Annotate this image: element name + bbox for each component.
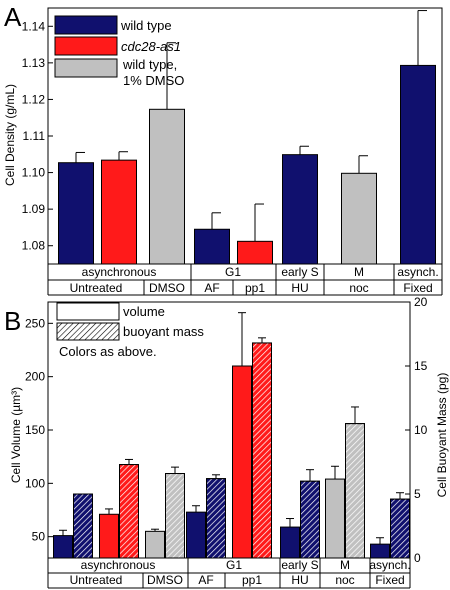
panel-a-legend: wild type cdc28-as1 wild type, 1% DMSO (54, 15, 184, 88)
legend-label-volume: volume (123, 304, 165, 319)
legend-swatch-volume (56, 302, 120, 321)
treatment-hu: HU (291, 573, 308, 587)
legend-note: Colors as above. (59, 344, 157, 359)
panel-b-letter: B (4, 306, 21, 336)
panel-a-bar (341, 172, 377, 265)
legend-label-dmso-line1: wild type, (122, 57, 177, 72)
panel-b-bars (53, 312, 410, 559)
panel-b-left-tick-label: 250 (25, 316, 45, 330)
panel-b-volume-bar (370, 543, 390, 559)
panel-b-mass-bar-hatch (119, 464, 139, 559)
treatment-af: AF (204, 281, 219, 295)
panel-b-mass-bar-hatch (206, 478, 226, 559)
legend-label-dmso-line2: 1% DMSO (123, 73, 184, 88)
panel-a: A Cell Density (g/mL) 1.081.091.101.111.… (3, 2, 443, 296)
legend-swatch-buoyant-mass (56, 322, 120, 341)
panel-a-bar (237, 240, 273, 265)
panel-a-ytick-label: 1.11 (23, 129, 46, 143)
treatment-noc: noc (335, 573, 354, 587)
panel-b-legend: volume buoyant mass Colors as above. (56, 302, 204, 359)
panel-b-left-tick-label: 150 (25, 423, 45, 437)
group-asynchronous: asynchronous (81, 558, 156, 572)
panel-b-right-tick-label: 0 (414, 551, 421, 565)
panel-b-right-tick-label: 15 (414, 359, 428, 373)
panel-a-bar (149, 108, 185, 265)
panel-a-ytick-label: 1.08 (22, 239, 46, 253)
group-g1: G1 (226, 558, 242, 572)
panel-a-ytick-label: 1.09 (22, 202, 46, 216)
group-asynchronous: asynchronous (82, 265, 157, 279)
legend-swatch-cdc28 (54, 36, 118, 56)
panel-b-y-axes: 50 100 150 200 250 0 5 10 15 20 (25, 295, 428, 565)
panel-a-ytick-label: 1.13 (22, 56, 46, 70)
panel-b-mass-bar-hatch (300, 480, 320, 559)
panel-b-mass-bar-hatch (165, 473, 185, 559)
panel-a-ytick-label: 1.12 (22, 92, 46, 106)
treatment-fixed: Fixed (403, 281, 432, 295)
treatment-noc: noc (349, 281, 368, 295)
treatment-hu: HU (291, 281, 308, 295)
panel-a-ytick-label: 1.14 (22, 19, 46, 33)
legend-label-cdc28: cdc28-as1 (121, 39, 181, 54)
legend-label-wild-type: wild type (120, 18, 172, 33)
panel-b-volume-bar (99, 513, 119, 559)
panel-a-bar (282, 154, 318, 265)
panel-a-bar (194, 228, 230, 265)
group-g1: G1 (225, 265, 241, 279)
panel-a-category-table: asynchronous G1 early S M asynch. Untrea… (47, 264, 443, 296)
group-m: M (340, 558, 350, 572)
group-m: M (354, 265, 364, 279)
panel-b-mass-bar-hatch (252, 342, 272, 559)
panel-b-volume-bar (186, 511, 206, 559)
treatment-af: AF (198, 573, 213, 587)
panel-b-volume-bar (325, 478, 345, 559)
panel-b-plot-frame (47, 301, 411, 559)
panel-a-ylabel: Cell Density (g/mL) (3, 84, 17, 186)
panel-b-right-tick-label: 5 (414, 487, 421, 501)
panel-a-letter: A (4, 2, 22, 32)
treatment-dmso: DMSO (149, 281, 185, 295)
group-early-s: early S (281, 558, 318, 572)
panel-b-volume-bar (53, 535, 73, 559)
panel-b-mass-bar-hatch (345, 423, 365, 559)
legend-swatch-dmso (54, 58, 118, 78)
group-asynch: asynch. (369, 558, 410, 572)
treatment-untreated: Untreated (70, 573, 123, 587)
panel-b-left-tick-label: 200 (25, 370, 45, 384)
panel-b-right-tick-label: 10 (414, 423, 428, 437)
panel-a-ytick-label: 1.10 (22, 166, 46, 180)
panel-a-bar (58, 162, 94, 265)
legend-label-buoyant-mass: buoyant mass (123, 324, 204, 339)
treatment-untreated: Untreated (70, 281, 123, 295)
panel-b-volume-bar (232, 365, 252, 559)
panel-b-mass-bar-hatch (73, 493, 93, 559)
panel-a-bar (101, 159, 137, 265)
panel-b-volume-bar (145, 530, 165, 559)
panel-b: B Cell Volume (µm³) Cell Buoyant Mass (p… (4, 295, 449, 589)
panel-b-category-table: asynchronous G1 early S M asynch. Untrea… (47, 558, 411, 589)
treatment-pp1: pp1 (245, 281, 265, 295)
panel-a-y-axis: 1.08 1.09 1.10 1.11 1.12 1.13 1.14 (22, 19, 53, 253)
panel-b-ylabel-left: Cell Volume (µm³) (9, 387, 23, 483)
panel-a-bars (58, 10, 436, 265)
panel-b-ylabel-right: Cell Buoyant Mass (pg) (435, 373, 449, 498)
legend-swatch-wild-type (54, 15, 118, 35)
treatment-fixed: Fixed (375, 573, 404, 587)
panel-a-bar (400, 64, 436, 265)
panel-b-left-tick-label: 50 (32, 530, 46, 544)
group-early-s: early S (281, 265, 318, 279)
treatment-dmso: DMSO (147, 573, 183, 587)
group-asynch: asynch. (397, 265, 438, 279)
treatment-pp1: pp1 (242, 573, 262, 587)
panel-b-right-tick-label: 20 (414, 295, 428, 309)
panel-b-left-tick-label: 100 (25, 476, 45, 490)
panel-b-volume-bar (280, 526, 300, 559)
panel-b-mass-bar-hatch (390, 498, 410, 559)
